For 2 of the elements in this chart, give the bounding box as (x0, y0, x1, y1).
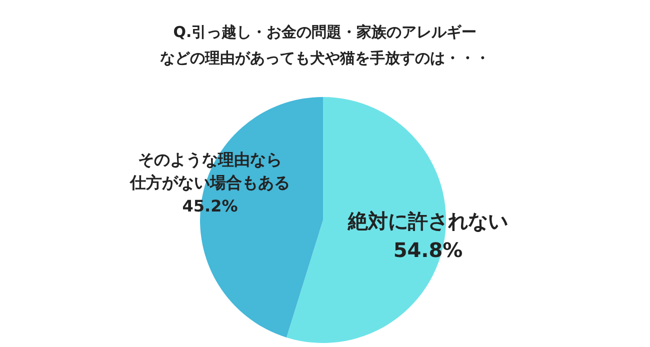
slice-label: 絶対に許されない (347, 209, 508, 233)
chart-title: Q.引っ越し・お金の問題・家族のアレルギーなどの理由があっても犬や猫を手放すのは・・・ (160, 23, 490, 67)
